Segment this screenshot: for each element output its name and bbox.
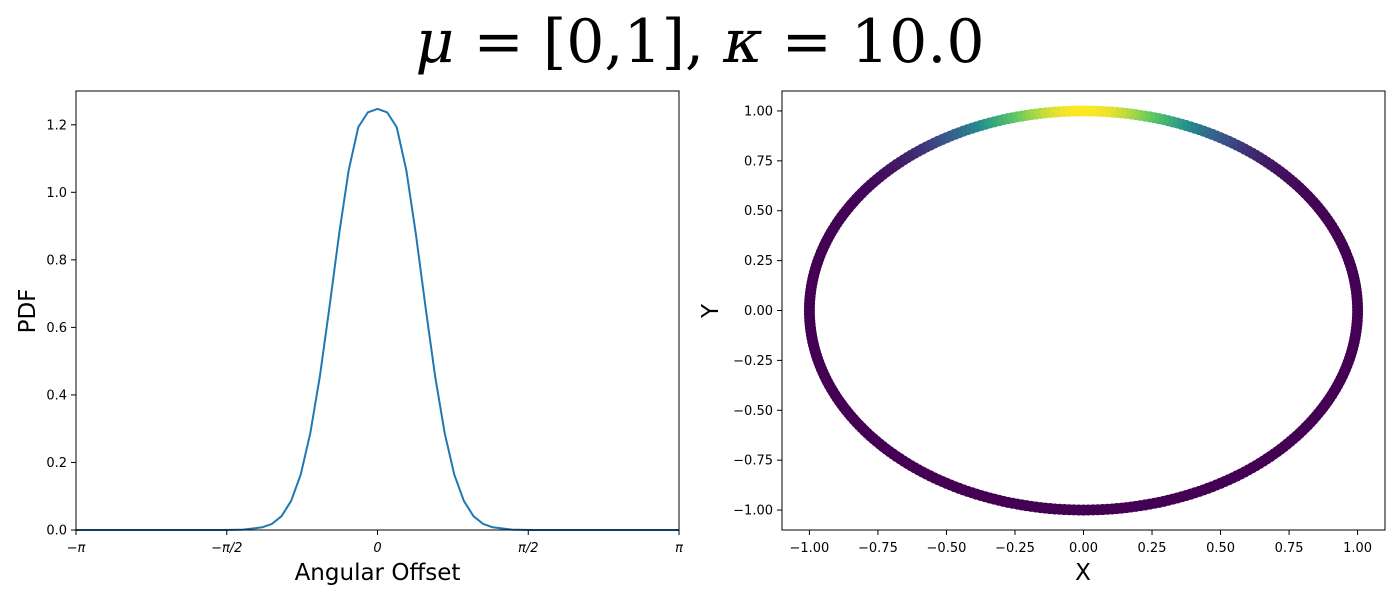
circle-y-tick-label: 0.00: [744, 304, 773, 319]
pdf-y-tick-label: 0.8: [46, 253, 67, 268]
circle-x-axis-label: X: [1075, 560, 1091, 586]
circle-x-tick-label: 0.75: [1275, 541, 1304, 556]
circle-x-tick-label: −0.50: [927, 541, 967, 556]
pdf-y-tick-label: 0.2: [46, 456, 67, 471]
pdf-y-tick-label: 0.0: [46, 524, 67, 539]
pdf-chart: 0.0 0.2 0.4 0.6 0.8 1.0 1.2 −π −π/2 0 π/2 π Angula…: [15, 90, 683, 586]
circle-plot-area: [803, 105, 1364, 516]
pdf-axes-frame: [75, 90, 680, 531]
circle-axes-frame: [781, 90, 1386, 531]
circle-y-tick-label: 1.00: [744, 104, 773, 119]
kappa-symbol: κ: [723, 7, 763, 77]
pdf-y-axis-label: PDF: [15, 289, 41, 334]
circle-y-tick-label: 0.25: [744, 254, 773, 269]
circle-y-tick-label: −0.50: [733, 404, 773, 419]
circle-x-tick-label: −0.75: [858, 541, 898, 556]
figure-title: μ = [0,1], κ = 10.0: [0, 2, 1400, 82]
circle-y-axis-label: Y: [698, 303, 724, 319]
circle-x-tick-label: −1.00: [789, 541, 829, 556]
pdf-x-tick-label: −π/2: [211, 541, 242, 556]
circle-x-tick-label: 1.00: [1343, 541, 1372, 556]
circle-y-tick-label: 0.50: [744, 204, 773, 219]
circle-y-tick-label: 0.75: [744, 154, 773, 169]
pdf-x-axis-label: Angular Offset: [295, 560, 461, 586]
pdf-x-tick-label: π/2: [518, 541, 538, 556]
mu-symbol: μ: [415, 7, 455, 77]
circle-chart: −1.00 −0.75 −0.50 −0.25 0.00 0.25 0.50 0.75 1.00…: [698, 90, 1386, 586]
circle-x-ticks: −1.00 −0.75 −0.50 −0.25 0.00 0.25 0.50 0.75 1.00: [789, 530, 1372, 556]
pdf-x-tick-label: −π: [67, 541, 86, 556]
pdf-x-ticks: −π −π/2 0 π/2 π: [67, 530, 683, 556]
mu-value: = [0,1],: [454, 7, 724, 77]
circle-x-tick-label: 0.00: [1069, 541, 1098, 556]
circle-x-tick-label: −0.25: [995, 541, 1035, 556]
pdf-series-line: [76, 107, 679, 531]
kappa-value: = 10.0: [762, 7, 985, 77]
pdf-x-tick-label: 0: [373, 541, 381, 556]
pdf-plot-area: [76, 107, 679, 531]
pdf-y-tick-label: 0.4: [46, 388, 67, 403]
pdf-x-tick-label: π: [675, 541, 683, 556]
circle-x-tick-label: 0.25: [1138, 541, 1167, 556]
circle-y-tick-label: −0.25: [733, 354, 773, 369]
circle-y-ticks: −1.00 −0.75 −0.50 −0.25 0.00 0.25 0.50 0.75 1.00: [733, 104, 782, 519]
pdf-y-tick-label: 1.0: [46, 186, 67, 201]
circle-point: [1078, 105, 1089, 117]
pdf-y-ticks: 0.0 0.2 0.4 0.6 0.8 1.0 1.2: [46, 118, 76, 539]
pdf-y-tick-label: 0.6: [46, 321, 67, 336]
circle-x-tick-label: 0.50: [1206, 541, 1235, 556]
circle-y-tick-label: −0.75: [733, 454, 773, 469]
pdf-y-tick-label: 1.2: [46, 118, 67, 133]
circle-y-tick-label: −1.00: [733, 504, 773, 519]
